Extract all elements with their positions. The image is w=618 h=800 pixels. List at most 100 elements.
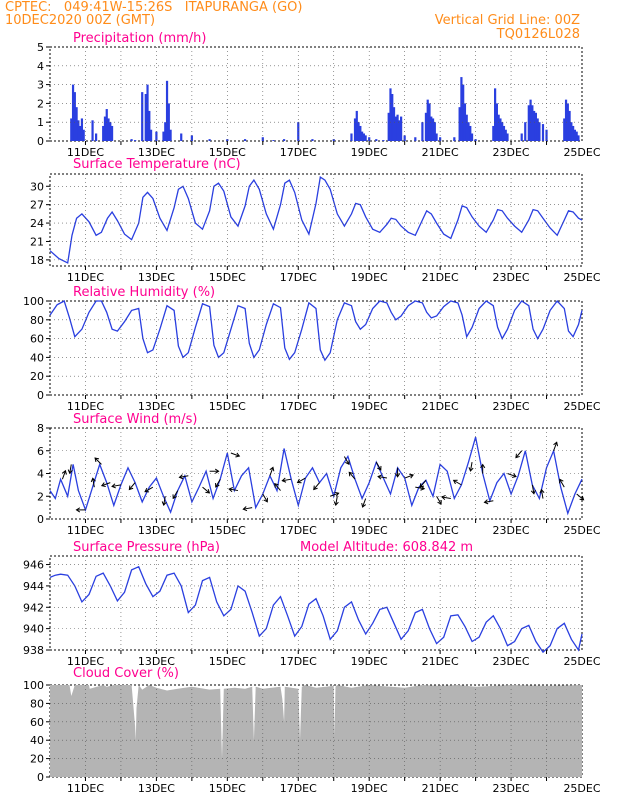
rh-xtick-label: 23DEC xyxy=(493,400,530,413)
wind-arrow xyxy=(375,461,382,471)
precip-bar xyxy=(134,140,137,141)
cloud-ytick-label: 60 xyxy=(30,716,44,729)
precip-bar xyxy=(105,109,108,141)
wind-arrow-head xyxy=(178,474,184,480)
cloud-xtick-label: 23DEC xyxy=(493,782,530,795)
wind-arrow-head xyxy=(75,507,81,513)
wind-ytick-label: 2 xyxy=(37,490,44,503)
temp-ytick-label: 27 xyxy=(30,199,44,212)
wind-arrow xyxy=(559,479,565,488)
precip-bar xyxy=(469,125,472,141)
precip-bar xyxy=(282,139,286,141)
rh-frame xyxy=(49,300,583,396)
cloud-ytick-label: 40 xyxy=(30,734,44,747)
wind-xtick-label: 17DEC xyxy=(280,524,317,537)
precip-bar xyxy=(403,135,406,141)
precip-bar xyxy=(529,99,532,141)
precip-bar xyxy=(568,110,571,141)
precip-bar xyxy=(520,133,523,141)
wind-arrow xyxy=(269,467,274,476)
wind-arrow-head xyxy=(579,495,585,501)
wind-arrow xyxy=(343,456,350,465)
wind-arrow-head xyxy=(62,469,67,475)
wind-arrow xyxy=(230,452,240,457)
precip-bar xyxy=(470,133,474,141)
precip-bar xyxy=(524,122,527,141)
precip-bar xyxy=(382,140,385,141)
precip-bar xyxy=(392,107,396,141)
header-line1-right: Vertical Grid Line: 00Z xyxy=(434,13,580,28)
precip-bar xyxy=(75,107,78,141)
wind-arrow-head xyxy=(269,466,275,472)
wind-arrow-head xyxy=(313,485,318,491)
cloud-xtick-label: 17DEC xyxy=(280,782,317,795)
precip-xtick-label: 17DEC xyxy=(280,146,317,159)
wind-arrow-head xyxy=(235,452,241,458)
rh-xtick-label: 25DEC xyxy=(563,400,600,413)
wind-xtick-label: 15DEC xyxy=(209,524,246,537)
precip-bar xyxy=(536,118,539,141)
precip-bar xyxy=(95,133,98,141)
temp-ytick-label: 24 xyxy=(30,217,44,230)
wind-arrow xyxy=(111,484,122,487)
wind-arrow-head xyxy=(296,478,302,484)
precip-bar xyxy=(474,139,477,141)
cloud-title: Cloud Cover (%) xyxy=(73,666,179,681)
wind-arrow xyxy=(515,450,523,458)
precip-bar xyxy=(102,125,105,141)
pressure-frame xyxy=(49,555,583,651)
wind-arrow-head xyxy=(144,487,150,493)
pressure-xtick-label: 25DEC xyxy=(563,655,600,668)
precip-xtick-label: 23DEC xyxy=(493,146,530,159)
precip-xtick-label: 25DEC xyxy=(563,146,600,159)
precip-bar xyxy=(149,129,153,141)
wind-ytick-label: 6 xyxy=(37,445,44,458)
wind-arrow xyxy=(453,479,462,486)
wind-arrow-head xyxy=(345,460,350,466)
precip-bar xyxy=(146,84,149,141)
temp-ytick-label: 18 xyxy=(30,254,44,267)
wind-arrow-head xyxy=(128,485,134,491)
precip-bar xyxy=(501,122,504,141)
wind-xtick-label: 13DEC xyxy=(138,524,175,537)
wind-panel xyxy=(46,427,585,523)
wind-arrow xyxy=(243,507,253,510)
wind-arrow-head xyxy=(90,477,96,483)
wind-arrow xyxy=(262,493,268,503)
precip-bar xyxy=(155,131,158,141)
precip-bar xyxy=(364,135,367,141)
precip-title: Precipitation (mm/h) xyxy=(73,31,206,46)
header-line2-left: 10DEC2020 00Z (GMT) xyxy=(5,13,156,28)
precip-bar xyxy=(430,116,433,141)
precip-bar xyxy=(107,118,110,141)
wind-arrow xyxy=(61,470,66,480)
wind-arrow-head xyxy=(452,479,458,485)
precip-bar xyxy=(70,118,73,141)
precip-bar xyxy=(164,122,167,141)
precip-bar xyxy=(71,84,75,141)
wind-arrow xyxy=(297,477,306,483)
wind-arrow xyxy=(330,492,339,497)
wind-arrow xyxy=(419,480,427,488)
precip-bar xyxy=(495,103,498,141)
wind-arrow-head xyxy=(172,494,177,500)
wind-arrow-head xyxy=(67,469,73,475)
wind-arrow-head xyxy=(161,501,167,507)
precip-bar xyxy=(570,122,573,141)
precip-bar xyxy=(462,84,465,141)
wind-arrow-head xyxy=(281,477,287,483)
wind-arrow-head xyxy=(348,471,354,477)
wind-arrow xyxy=(531,484,535,494)
wind-arrow-head xyxy=(437,500,442,505)
temp-ytick-label: 30 xyxy=(30,180,44,193)
precip-bar xyxy=(564,99,568,141)
precip-bar xyxy=(272,140,275,141)
pressure-line xyxy=(49,565,583,654)
precip-bar xyxy=(394,116,397,141)
pressure-xtick-label: 13DEC xyxy=(138,655,175,668)
wind-arrow xyxy=(172,490,179,499)
precip-bar xyxy=(414,137,417,141)
rh-xtick-label: 19DEC xyxy=(351,400,388,413)
cloud-xtick-label: 15DEC xyxy=(209,782,246,795)
precip-bar xyxy=(465,114,468,141)
